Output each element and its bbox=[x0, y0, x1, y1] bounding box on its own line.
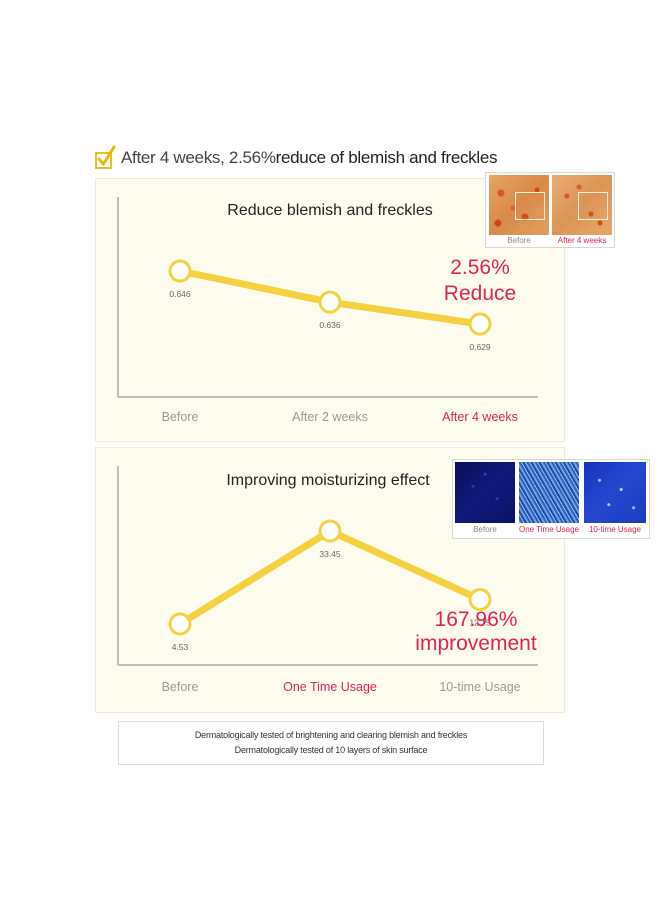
skin-photo-after bbox=[552, 175, 612, 235]
photo-caption-after-4-weeks: After 4 weeks bbox=[557, 236, 607, 245]
photo-strip-moisture: Before One Time Usage 10-time Usage bbox=[452, 459, 650, 539]
callout-text: Reduce bbox=[444, 282, 516, 305]
footer-note: Dermatologically tested of brightening a… bbox=[118, 721, 544, 765]
moisture-photo-one-time bbox=[519, 462, 579, 523]
zoom-frame-after bbox=[578, 192, 608, 220]
chart-title: Improving moisturizing effect bbox=[226, 472, 430, 489]
moisture-photo-before bbox=[455, 462, 515, 523]
data-label: 0.629 bbox=[469, 342, 491, 352]
callout-text: improvement bbox=[415, 632, 537, 655]
headline-text-prefix: After 4 weeks, 2.56% bbox=[121, 148, 276, 167]
chart-blemish: Reduce blemish and freckles 0.646 0.636 0.6… bbox=[117, 197, 538, 424]
chart-panel-blemish: Reduce blemish and freckles 0.646 0.636 0.6… bbox=[95, 178, 565, 442]
data-label: 33.45 bbox=[319, 549, 341, 559]
headline-text-bold: reduce of blemish and freckles bbox=[275, 148, 498, 167]
category-label: 10-time Usage bbox=[439, 680, 520, 694]
category-label: One Time Usage bbox=[283, 680, 377, 694]
moisture-caption-one-time: One Time Usage bbox=[518, 525, 580, 534]
moisture-photo-ten-time bbox=[584, 462, 646, 523]
category-label: Before bbox=[162, 410, 199, 424]
chart-title: Reduce blemish and freckles bbox=[227, 202, 432, 219]
category-label: After 4 weeks bbox=[442, 410, 518, 424]
data-label: 4.53 bbox=[172, 642, 189, 652]
data-point bbox=[318, 519, 342, 543]
data-point bbox=[168, 259, 192, 283]
checkbox-check-icon bbox=[95, 145, 117, 171]
data-point bbox=[468, 587, 492, 611]
data-point bbox=[318, 290, 342, 314]
photo-strip-blemish: Before After 4 weeks bbox=[485, 172, 615, 248]
data-label: 0.636 bbox=[319, 320, 341, 330]
footer-line-1: Dermatologically tested of brightening a… bbox=[194, 730, 468, 740]
chart-moisture: Improving moisturizing effect 4.53 33.45 12… bbox=[117, 466, 538, 694]
moisture-caption-ten-time: 10-time Usage bbox=[588, 525, 642, 534]
headline: After 4 weeks, 2.56% reduce of blemish a… bbox=[95, 143, 498, 173]
category-label: After 2 weeks bbox=[292, 410, 368, 424]
category-label: Before bbox=[162, 680, 199, 694]
callout-text: 2.56% bbox=[450, 256, 510, 279]
data-label: 12.15 bbox=[469, 617, 491, 627]
footer-line-2: Dermatologically tested of 10 layers of … bbox=[234, 745, 428, 755]
moisture-caption-before: Before bbox=[473, 525, 497, 534]
callout-text: 167.96% bbox=[435, 608, 518, 631]
photo-caption-before: Before bbox=[507, 236, 531, 245]
data-point bbox=[168, 612, 192, 636]
data-point bbox=[468, 312, 492, 336]
skin-photo-before bbox=[489, 175, 549, 235]
data-label: 0.646 bbox=[169, 289, 191, 299]
zoom-frame-before bbox=[515, 192, 545, 220]
